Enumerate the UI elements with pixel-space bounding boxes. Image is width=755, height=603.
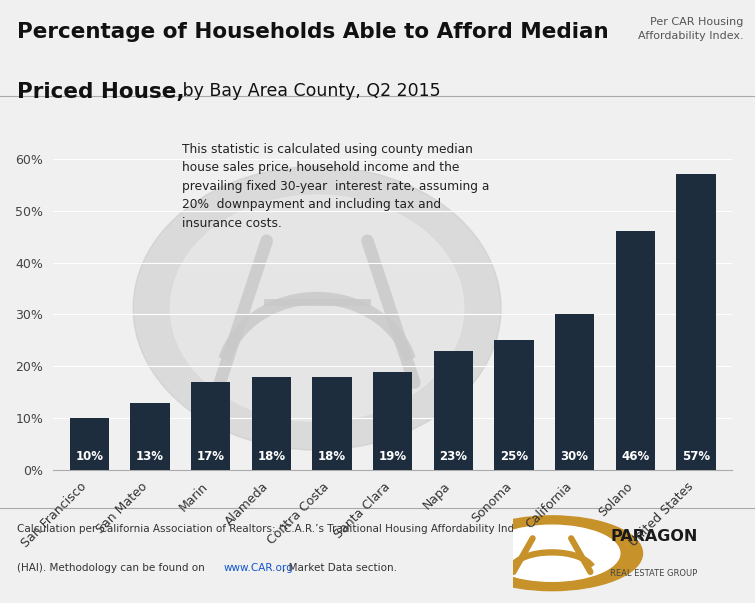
Text: Percentage of Households Able to Afford Median: Percentage of Households Able to Afford … xyxy=(17,22,609,42)
Circle shape xyxy=(171,195,464,421)
Text: , Market Data section.: , Market Data section. xyxy=(282,563,396,573)
Text: REAL ESTATE GROUP: REAL ESTATE GROUP xyxy=(610,569,698,578)
Text: 30%: 30% xyxy=(561,450,589,463)
Bar xyxy=(251,377,291,470)
Text: Calculation per California Association of Realtors: “C.A.R.’s Traditional Housin: Calculation per California Association o… xyxy=(17,524,526,534)
Text: 10%: 10% xyxy=(76,450,103,463)
Text: Per CAR Housing
Affordability Index.: Per CAR Housing Affordability Index. xyxy=(638,17,744,41)
Bar xyxy=(130,403,170,470)
Bar xyxy=(69,418,109,470)
Text: 25%: 25% xyxy=(500,450,528,463)
Text: 19%: 19% xyxy=(378,450,407,463)
Bar xyxy=(615,232,655,470)
Text: by Bay Area County, Q2 2015: by Bay Area County, Q2 2015 xyxy=(177,82,441,100)
Text: 18%: 18% xyxy=(318,450,346,463)
Circle shape xyxy=(461,516,643,591)
Text: PARAGON: PARAGON xyxy=(610,529,698,544)
Text: 17%: 17% xyxy=(196,450,224,463)
Bar xyxy=(373,371,412,470)
Text: Priced House,: Priced House, xyxy=(17,82,184,102)
Text: 46%: 46% xyxy=(621,450,649,463)
Text: 23%: 23% xyxy=(439,450,467,463)
Text: (HAI). Methodology can be found on: (HAI). Methodology can be found on xyxy=(17,563,208,573)
Bar xyxy=(676,174,716,470)
Circle shape xyxy=(484,525,620,581)
Bar xyxy=(433,351,473,470)
Bar xyxy=(555,315,594,470)
Bar xyxy=(313,377,352,470)
Text: 57%: 57% xyxy=(682,450,710,463)
Text: www.CAR.org: www.CAR.org xyxy=(223,563,293,573)
Bar xyxy=(495,341,534,470)
Bar xyxy=(191,382,230,470)
Text: This statistic is calculated using county median
house sales price, household in: This statistic is calculated using count… xyxy=(182,143,489,230)
Text: 18%: 18% xyxy=(257,450,285,463)
Text: 13%: 13% xyxy=(136,450,164,463)
Circle shape xyxy=(133,166,501,450)
